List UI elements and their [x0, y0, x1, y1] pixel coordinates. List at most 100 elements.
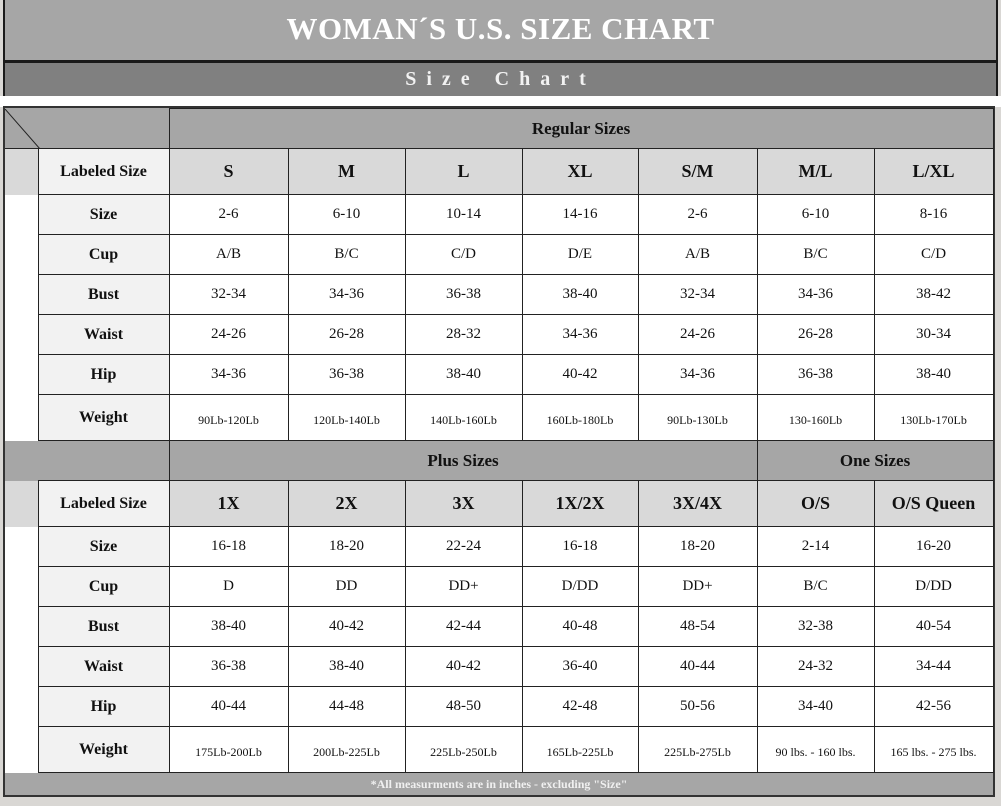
diagonal-line — [5, 108, 41, 149]
table-row: Weight 175Lb-200Lb 200Lb-225Lb 225Lb-250Lb 1… — [5, 726, 994, 773]
side-strip — [5, 686, 38, 727]
size-column-header: S — [168, 148, 289, 195]
row-label: Hip — [37, 686, 170, 727]
table-cell: 38-40 — [873, 354, 994, 395]
table-cell: 34-36 — [168, 354, 289, 395]
section-header-plus: Plus Sizes — [168, 440, 758, 481]
table-cell: 42-56 — [873, 686, 994, 727]
table-row: Bust 38-40 40-42 42-44 40-48 48-54 32-38 40-54 — [5, 606, 994, 647]
table-cell: DD+ — [637, 566, 758, 607]
size-column-header: 3X/4X — [637, 480, 758, 527]
size-column-header: M/L — [756, 148, 875, 195]
side-strip — [5, 148, 38, 195]
table-cell: 10-14 — [404, 194, 523, 235]
table-cell: 140Lb-160Lb — [404, 394, 523, 441]
table-cell: 40-48 — [521, 606, 639, 647]
table-cell: A/B — [637, 234, 758, 275]
table-cell: 18-20 — [637, 526, 758, 567]
table-cell: 24-32 — [756, 646, 875, 687]
table-cell: 50-56 — [637, 686, 758, 727]
table-cell: 24-26 — [168, 314, 289, 355]
table-cell: 225Lb-250Lb — [404, 726, 523, 773]
table-cell: 40-54 — [873, 606, 994, 647]
row-label: Cup — [37, 566, 170, 607]
labeled-size-header: Labeled Size — [37, 148, 170, 195]
row-label: Weight — [37, 394, 170, 441]
table-cell: 38-40 — [287, 646, 406, 687]
spacer — [0, 96, 1001, 107]
table-cell: 16-20 — [873, 526, 994, 567]
table-cell: 90Lb-130Lb — [637, 394, 758, 441]
table-cell: 90 lbs. - 160 lbs. — [756, 726, 875, 773]
table-row: Cup A/B B/C C/D D/E A/B B/C C/D — [5, 234, 994, 275]
row-label: Size — [37, 194, 170, 235]
row-label: Weight — [37, 726, 170, 773]
table-cell: 16-18 — [521, 526, 639, 567]
table-cell: 130Lb-170Lb — [873, 394, 994, 441]
table-cell: 38-40 — [521, 274, 639, 315]
table-cell: D/DD — [521, 566, 639, 607]
row-label: Waist — [37, 646, 170, 687]
table-cell: 48-50 — [404, 686, 523, 727]
table-cell: 130-160Lb — [756, 394, 875, 441]
table-cell: 40-42 — [404, 646, 523, 687]
table-row: Waist 24-26 26-28 28-32 34-36 24-26 26-28 30-34 — [5, 314, 994, 355]
table-cell: 34-40 — [756, 686, 875, 727]
side-strip — [5, 566, 38, 607]
table-cell: 36-38 — [168, 646, 289, 687]
table-cell: 90Lb-120Lb — [168, 394, 289, 441]
footnote: *All measurments are in inches - excludi… — [5, 773, 993, 795]
table-cell: 18-20 — [287, 526, 406, 567]
side-strip — [5, 394, 38, 441]
size-column-header: 1X — [168, 480, 289, 527]
table-cell: 38-42 — [873, 274, 994, 315]
side-strip — [5, 354, 38, 395]
table-cell: C/D — [404, 234, 523, 275]
table-row: Size 16-18 18-20 22-24 16-18 18-20 2-14 16-20 — [5, 526, 994, 567]
table-cell: 200Lb-225Lb — [287, 726, 406, 773]
table-cell: DD — [287, 566, 406, 607]
size-column-header: O/S Queen — [873, 480, 994, 527]
row-label: Hip — [37, 354, 170, 395]
table-cell: 2-6 — [168, 194, 289, 235]
table-cell: A/B — [168, 234, 289, 275]
table-cell: 42-44 — [404, 606, 523, 647]
table-cell: 32-34 — [168, 274, 289, 315]
side-strip — [5, 646, 38, 687]
table-cell: 34-36 — [637, 354, 758, 395]
row-label: Bust — [37, 274, 170, 315]
side-strip — [5, 606, 38, 647]
table-cell: DD+ — [404, 566, 523, 607]
table-cell: 30-34 — [873, 314, 994, 355]
table-cell: 24-26 — [637, 314, 758, 355]
table-cell: D/E — [521, 234, 639, 275]
row-label: Cup — [37, 234, 170, 275]
table-cell: 8-16 — [873, 194, 994, 235]
table-cell: 26-28 — [756, 314, 875, 355]
table-cell: 22-24 — [404, 526, 523, 567]
table-cell: 32-38 — [756, 606, 875, 647]
side-strip — [5, 274, 38, 315]
table-cell: 165Lb-225Lb — [521, 726, 639, 773]
table-cell: 34-36 — [287, 274, 406, 315]
blank-cell — [38, 440, 170, 481]
table-cell: 36-40 — [521, 646, 639, 687]
table-cell: B/C — [756, 234, 875, 275]
side-strip — [5, 726, 38, 773]
table-cell: 48-54 — [637, 606, 758, 647]
section-header-regular: Regular Sizes — [168, 108, 994, 149]
table-cell: D — [168, 566, 289, 607]
table-cell: 2-14 — [756, 526, 875, 567]
side-strip — [5, 194, 38, 235]
table-row: Hip 34-36 36-38 38-40 40-42 34-36 36-38 38-40 — [5, 354, 994, 395]
table-cell: 225Lb-275Lb — [637, 726, 758, 773]
table-cell: C/D — [873, 234, 994, 275]
row-label: Bust — [37, 606, 170, 647]
table-cell: 34-44 — [873, 646, 994, 687]
side-strip — [5, 314, 38, 355]
table-cell: 40-42 — [287, 606, 406, 647]
table-cell: 32-34 — [637, 274, 758, 315]
table-cell: 34-36 — [756, 274, 875, 315]
side-strip — [5, 526, 38, 567]
size-column-header: 3X — [404, 480, 523, 527]
